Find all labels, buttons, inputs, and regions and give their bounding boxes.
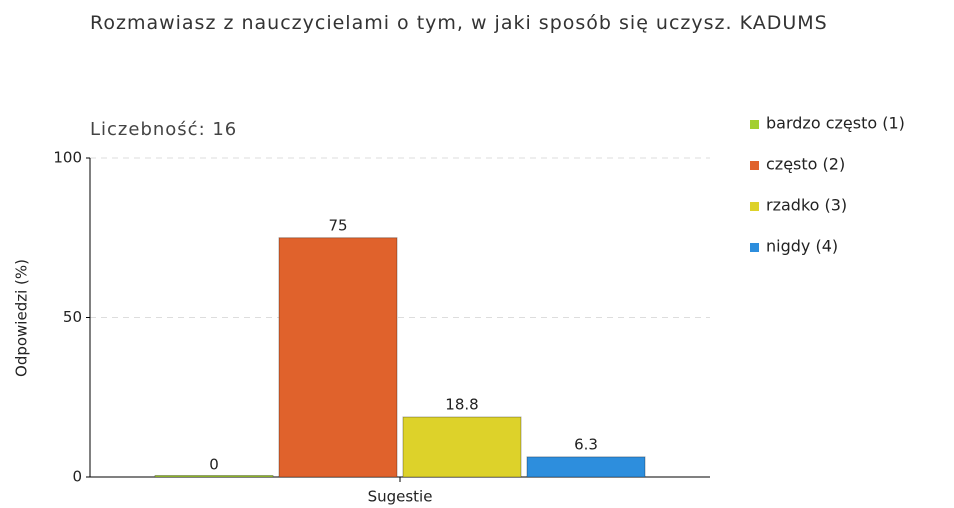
data-label: 75 [328, 216, 347, 234]
legend-swatch [750, 120, 759, 129]
bar [526, 456, 646, 478]
bar [154, 475, 274, 478]
bar [278, 237, 398, 478]
chart-subtitle: Liczebność: 16 [90, 119, 237, 140]
bar [402, 416, 522, 478]
chart-title: Rozmawiasz z nauczycielami o tym, w jaki… [90, 12, 828, 34]
legend-label: rzadko (3) [766, 196, 847, 215]
legend-swatch [750, 243, 759, 252]
x-tick-label: Sugestie [368, 488, 433, 506]
data-label: 6.3 [574, 435, 598, 453]
legend-swatch [750, 161, 759, 170]
y-tick-label: 100 [53, 149, 82, 167]
legend-swatch [750, 202, 759, 211]
y-tick-label: 0 [72, 468, 82, 486]
legend-label: nigdy (4) [766, 237, 838, 256]
legend-label: często (2) [766, 155, 845, 174]
data-label: 18.8 [445, 396, 478, 414]
y-axis-label: Odpowiedzi (%) [13, 259, 31, 377]
legend-label: bardzo często (1) [766, 114, 905, 133]
y-tick-label: 50 [63, 308, 82, 326]
data-label: 0 [209, 456, 219, 474]
